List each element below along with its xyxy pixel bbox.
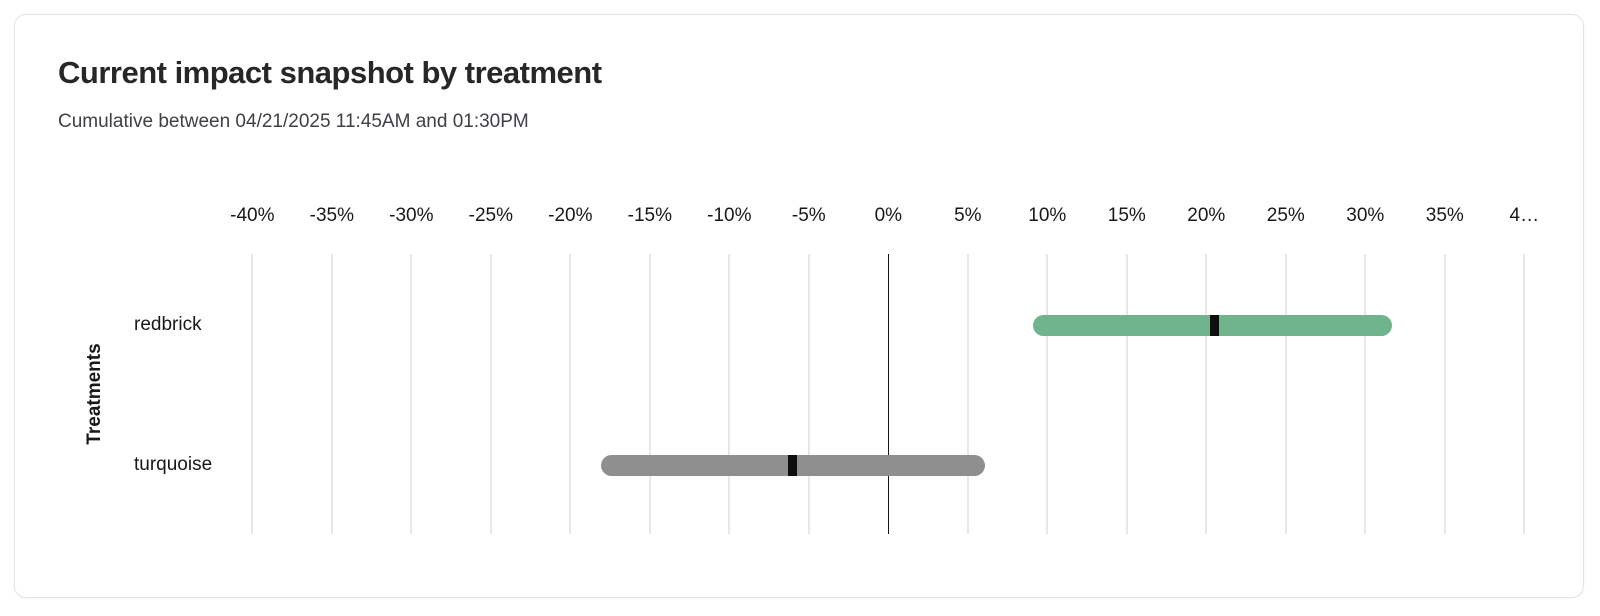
x-gridline <box>966 254 969 534</box>
x-tick-label: -5% <box>791 205 826 226</box>
chart-subtitle: Cumulative between 04/21/2025 11:45AM an… <box>58 111 529 132</box>
x-gridline <box>569 254 572 534</box>
x-gridline <box>1523 254 1526 534</box>
zero-line <box>887 254 890 534</box>
x-gridline <box>1443 254 1446 534</box>
x-tick-label: -30% <box>389 205 434 226</box>
x-tick-label: 25% <box>1266 205 1305 226</box>
x-gridline <box>1125 254 1128 534</box>
x-tick-label: 5% <box>954 205 982 226</box>
x-tick-label: 15% <box>1107 205 1146 226</box>
midpoint-marker[interactable] <box>788 454 798 476</box>
x-gridline <box>1205 254 1208 534</box>
x-gridline <box>807 254 810 534</box>
x-gridline <box>251 254 254 534</box>
x-gridline <box>489 254 492 534</box>
x-gridline <box>330 254 333 534</box>
category-label: turquoise <box>134 454 213 475</box>
x-gridline <box>728 254 731 534</box>
category-label: redbrick <box>134 314 202 335</box>
x-tick-label: 0% <box>874 205 903 226</box>
x-tick-label: -20% <box>548 205 593 226</box>
x-tick-label: -35% <box>309 205 354 226</box>
x-gridline <box>1364 254 1367 534</box>
chart-card: Current impact snapshot by treatment Cum… <box>14 14 1584 598</box>
x-tick-label: 35% <box>1425 205 1464 226</box>
x-tick-label: 30% <box>1346 205 1385 226</box>
x-gridline <box>1284 254 1287 534</box>
x-tick-label: -10% <box>707 205 752 226</box>
chart-area: Current impact snapshot by treatment Cum… <box>15 15 1583 597</box>
y-axis-title: Treatments <box>84 343 105 445</box>
x-tick-label: 4… <box>1509 205 1540 226</box>
x-tick-label: -40% <box>230 205 275 226</box>
chart-title: Current impact snapshot by treatment <box>58 55 602 90</box>
x-tick-label: 10% <box>1028 205 1067 226</box>
x-gridline <box>1046 254 1049 534</box>
x-tick-label: 20% <box>1187 205 1226 226</box>
x-tick-label: -15% <box>627 205 672 226</box>
x-gridline <box>410 254 413 534</box>
x-gridline <box>648 254 651 534</box>
x-tick-label: -25% <box>468 205 513 226</box>
midpoint-marker[interactable] <box>1209 314 1219 336</box>
